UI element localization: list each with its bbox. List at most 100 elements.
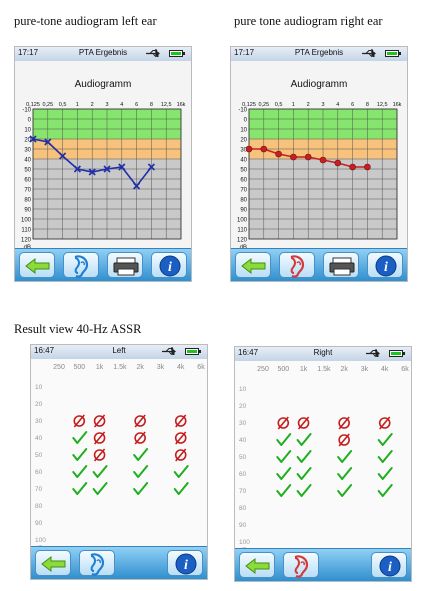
icon-ring: [297, 417, 310, 429]
info-button[interactable]: i: [367, 252, 403, 278]
toolbar: i: [15, 248, 191, 281]
no-response-icon: [93, 448, 106, 462]
db-label: 100: [239, 539, 250, 546]
icon-ring: [93, 449, 106, 461]
ear-button[interactable]: [79, 550, 115, 576]
assr-result-grid-left: 250 500 1k 1.5k 2k 3k 4k 6k 10 20 30 40 50 60 70 80 90 10…: [31, 359, 207, 549]
db-label: 20: [239, 403, 247, 410]
db-tick-label: 110: [21, 228, 31, 234]
clock: 17:17: [18, 48, 39, 57]
freq-tick-label: 0,5: [275, 102, 283, 108]
freq-label: 1k: [300, 366, 308, 373]
svg-text:i: i: [388, 560, 392, 575]
ear-button[interactable]: [63, 252, 99, 278]
no-response-icon: [378, 416, 391, 430]
response-check-icon: [377, 484, 393, 497]
no-response-icon: [297, 416, 310, 430]
assr-right-screen: 16:47 Right 250 500 1k 1.5k 2k 3k 4k 6k 10 20 30 40…: [234, 346, 412, 582]
threshold-marker-x: [118, 163, 126, 171]
back-button[interactable]: [35, 550, 71, 576]
response-check-icon: [276, 450, 292, 463]
toolbar: i: [31, 546, 207, 579]
db-tick-label: 80: [24, 198, 31, 204]
db-tick-label: 70: [240, 188, 247, 194]
print-button[interactable]: [107, 252, 143, 278]
freq-label: 1.5k: [317, 366, 331, 373]
back-button[interactable]: [19, 252, 55, 278]
db-tick-label: 110: [237, 228, 247, 234]
no-response-icon: [93, 431, 106, 445]
response-check-icon: [276, 433, 292, 446]
db-tick-label: 0: [28, 118, 32, 124]
freq-label: 1k: [96, 364, 104, 371]
screen-title: PTA Ergebnis: [78, 48, 128, 57]
threshold-marker-x: [73, 165, 81, 173]
icon-ring: [378, 417, 391, 429]
response-check-icon: [296, 467, 312, 480]
db-tick-label: 10: [240, 128, 247, 134]
threshold-marker-circle: [260, 145, 268, 153]
db-label: 10: [35, 384, 43, 391]
freq-label: 250: [53, 364, 65, 371]
marker-stroke: [118, 163, 126, 171]
battery-icon: [169, 50, 185, 57]
db-label: 60: [239, 471, 247, 478]
freq-tick-label: 1: [76, 102, 79, 108]
clock: 17:17: [234, 48, 255, 57]
db-label: 80: [35, 503, 43, 510]
response-check-icon: [296, 433, 312, 446]
back-button[interactable]: [235, 252, 271, 278]
threshold-marker-circle: [245, 145, 253, 153]
ear-button[interactable]: [279, 252, 315, 278]
icon-slash: [277, 416, 289, 430]
response-check-icon: [133, 448, 149, 461]
print-button[interactable]: [323, 252, 359, 278]
threshold-marker-x: [44, 138, 52, 146]
db-tick-label: 50: [24, 168, 31, 174]
response-check-icon: [296, 450, 312, 463]
toolbar: i: [231, 248, 407, 281]
info-button[interactable]: i: [167, 550, 203, 576]
info-button[interactable]: i: [151, 252, 187, 278]
db-tick-label: 100: [21, 218, 32, 224]
freq-tick-label: 6: [135, 102, 138, 108]
no-response-icon: [93, 414, 106, 428]
response-check-icon: [377, 433, 393, 446]
db-label: 70: [239, 488, 247, 495]
back-arrow-icon: [245, 557, 270, 575]
marker-stroke: [73, 165, 81, 173]
threshold-marker-circle: [290, 153, 297, 161]
info-icon: i: [379, 555, 401, 577]
ear-button[interactable]: [283, 552, 319, 578]
status-bar: 17:17 PTA Ergebnis: [231, 47, 407, 62]
info-icon: i: [175, 553, 197, 575]
icon-ring: [93, 432, 106, 444]
response-check-icon: [377, 467, 393, 480]
response-check-icon: [173, 465, 189, 478]
db-tick-label: -10: [22, 108, 31, 114]
freq-tick-label: 0,25: [42, 102, 53, 108]
freq-label: 250: [257, 366, 269, 373]
assr-left-screen: 16:47 Left 250 500 1k 1.5k 2k 3k 4k 6k 10 20 30 40 5…: [30, 344, 208, 580]
status-bar: 16:47 Left: [31, 345, 207, 360]
response-check-icon: [337, 450, 353, 463]
pta-right-screen: 17:17 PTA Ergebnis Audiogramm -10 0 10 20 30 4…: [230, 46, 408, 282]
no-response-icon: [134, 431, 146, 445]
info-button[interactable]: i: [371, 552, 407, 578]
status-bar: 17:17 PTA Ergebnis: [15, 47, 191, 62]
db-tick-label: 60: [24, 178, 31, 184]
icon-ring: [174, 449, 187, 461]
freq-tick-label: 0,125: [242, 102, 256, 108]
back-button[interactable]: [239, 552, 275, 578]
freq-label: 3k: [157, 364, 165, 371]
svg-text:i: i: [168, 260, 172, 275]
freq-tick-label: 1: [292, 102, 295, 108]
screen-title: Left: [112, 346, 126, 355]
clock: 16:47: [34, 346, 55, 355]
screen-title: Right: [313, 348, 333, 357]
no-response-icon: [174, 414, 187, 428]
icon-slash: [379, 416, 391, 430]
db-label: 20: [35, 401, 43, 408]
printer-icon: [329, 257, 355, 276]
freq-tick-label: 3: [321, 102, 324, 108]
